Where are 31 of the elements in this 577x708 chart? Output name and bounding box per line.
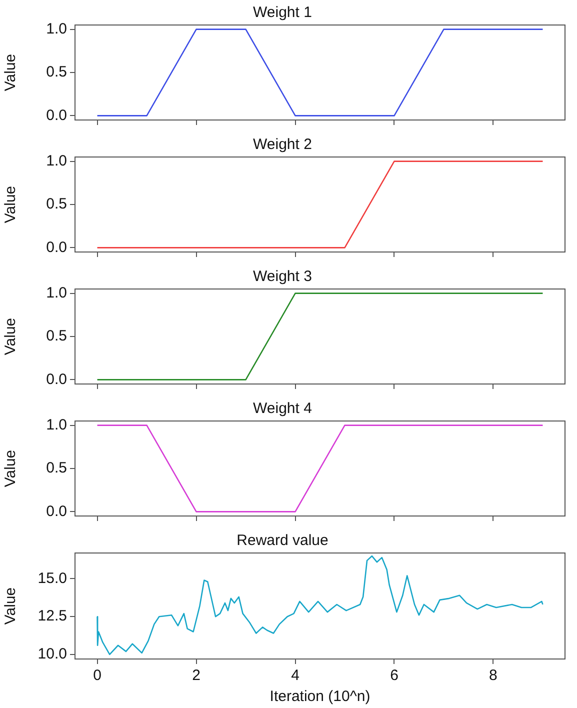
chart-title: Weight 4 <box>253 400 312 418</box>
y-tick-label: 1.0 <box>46 152 67 170</box>
x-tick-label: 6 <box>390 667 398 684</box>
chart-title: Weight 3 <box>253 268 312 286</box>
chart-title: Weight 2 <box>253 136 312 154</box>
x-tick-label: 0 <box>93 667 102 684</box>
x-tick-label: 4 <box>291 667 300 684</box>
chart-title: Weight 1 <box>253 4 312 22</box>
y-tick-label: 0.0 <box>46 502 67 520</box>
y-tick-label: 0.0 <box>46 106 67 124</box>
y-tick-label: 0.0 <box>46 238 67 256</box>
y-axis-title: Value <box>2 54 20 92</box>
y-tick-label: 0.5 <box>46 196 67 213</box>
y-axis-title: Value <box>2 318 20 356</box>
y-axis-title: Value <box>2 186 20 224</box>
chart-title: Reward value <box>236 532 328 550</box>
y-tick-label: 10.0 <box>38 646 67 663</box>
y-axis-title: Value <box>2 450 20 488</box>
y-tick-label: 1.0 <box>46 20 67 38</box>
y-tick-label: 15.0 <box>38 570 67 587</box>
y-tick-label: 0.0 <box>46 370 67 388</box>
y-tick-label: 0.5 <box>46 328 67 345</box>
x-tick-label: 2 <box>192 667 200 684</box>
y-tick-label: 12.5 <box>38 608 67 625</box>
y-tick-label: 1.0 <box>46 284 67 302</box>
y-axis-title: Value <box>2 587 20 625</box>
x-tick-label: 8 <box>489 667 498 684</box>
y-tick-label: 0.5 <box>46 64 67 81</box>
y-tick-label: 0.5 <box>46 460 67 477</box>
y-tick-label: 1.0 <box>46 416 67 434</box>
x-axis-title: Iteration (10^n) <box>270 688 370 706</box>
